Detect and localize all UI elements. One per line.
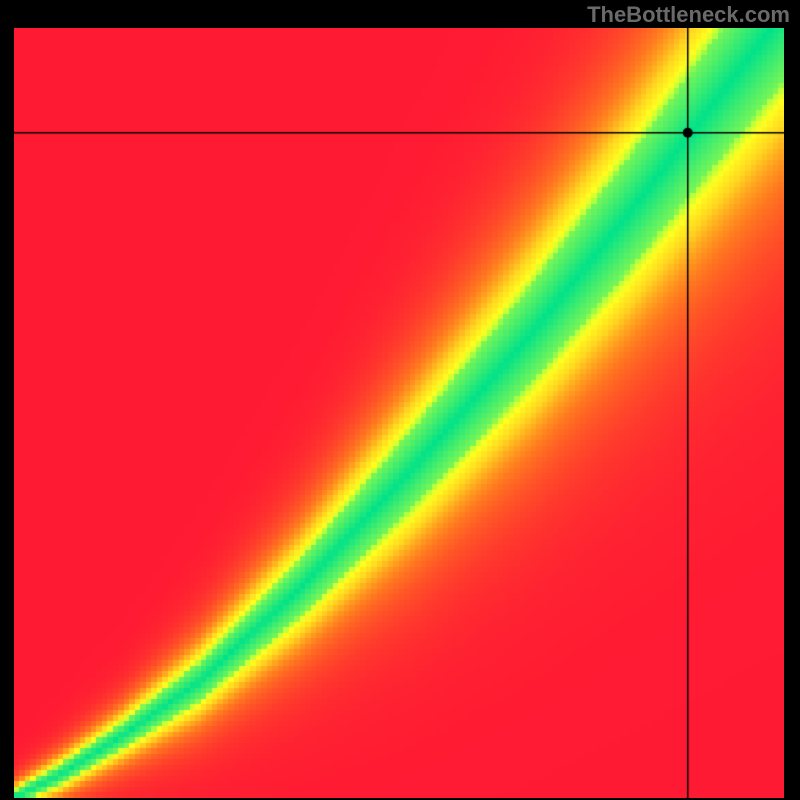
bottleneck-heatmap (14, 28, 784, 798)
page-root: TheBottleneck.com (0, 0, 800, 800)
watermark-text: TheBottleneck.com (587, 2, 790, 28)
